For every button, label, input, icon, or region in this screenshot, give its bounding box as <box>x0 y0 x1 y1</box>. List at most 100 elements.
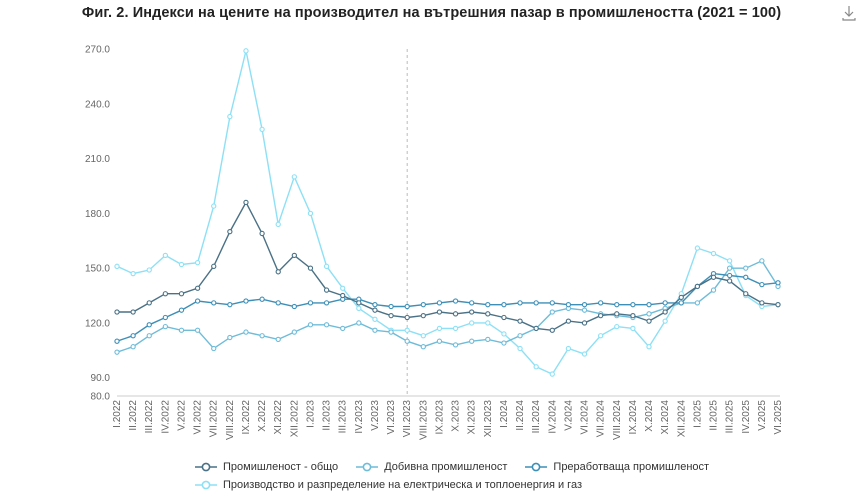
data-point[interactable] <box>726 272 733 279</box>
data-point[interactable] <box>162 291 169 297</box>
data-point[interactable] <box>549 309 555 315</box>
legend-item[interactable]: Преработваща промишленост <box>525 461 709 473</box>
data-point[interactable] <box>646 344 652 350</box>
data-point[interactable] <box>694 283 701 290</box>
legend-item[interactable]: Производство и разпределение на електрич… <box>195 479 582 491</box>
data-point[interactable] <box>178 291 185 297</box>
data-point[interactable] <box>243 329 249 335</box>
data-point[interactable] <box>614 302 620 308</box>
data-point[interactable] <box>194 260 201 266</box>
data-point[interactable] <box>452 311 459 317</box>
data-point[interactable] <box>517 300 523 306</box>
data-point[interactable] <box>114 349 120 355</box>
data-point[interactable] <box>565 345 572 352</box>
data-point[interactable] <box>275 336 281 343</box>
data-point[interactable] <box>323 322 330 328</box>
data-point[interactable] <box>388 312 394 319</box>
data-point[interactable] <box>420 344 426 350</box>
data-point[interactable] <box>275 221 281 227</box>
data-point[interactable] <box>146 267 152 273</box>
data-point[interactable] <box>759 281 765 288</box>
legend-item[interactable]: Добивна промишленост <box>356 461 507 473</box>
data-point[interactable] <box>598 312 604 319</box>
data-point[interactable] <box>581 351 588 357</box>
data-point[interactable] <box>323 263 330 269</box>
data-point[interactable] <box>178 307 185 313</box>
data-point[interactable] <box>291 174 297 180</box>
data-point[interactable] <box>469 320 475 326</box>
data-point[interactable] <box>130 333 136 339</box>
data-point[interactable] <box>114 338 120 344</box>
data-point[interactable] <box>614 323 620 330</box>
data-point[interactable] <box>598 300 604 306</box>
data-point[interactable] <box>436 338 443 344</box>
data-point[interactable] <box>275 269 281 275</box>
legend-item[interactable]: Промишленост - общо <box>195 461 338 473</box>
data-point[interactable] <box>356 300 362 306</box>
data-point[interactable] <box>726 258 733 264</box>
data-point[interactable] <box>307 300 314 306</box>
data-point[interactable] <box>227 334 233 341</box>
data-point[interactable] <box>662 300 668 306</box>
data-point[interactable] <box>291 303 297 310</box>
data-point[interactable] <box>549 371 555 377</box>
data-point[interactable] <box>404 338 410 344</box>
data-point[interactable] <box>678 294 684 301</box>
data-point[interactable] <box>404 314 410 321</box>
data-point[interactable] <box>291 329 297 335</box>
data-point[interactable] <box>485 311 491 317</box>
data-point[interactable] <box>211 300 217 306</box>
data-point[interactable] <box>726 265 733 271</box>
data-point[interactable] <box>372 327 378 333</box>
data-point[interactable] <box>146 322 152 328</box>
data-point[interactable] <box>227 228 233 235</box>
data-point[interactable] <box>533 300 539 306</box>
data-point[interactable] <box>146 333 152 339</box>
data-point[interactable] <box>710 250 717 257</box>
data-point[interactable] <box>662 309 668 315</box>
data-point[interactable] <box>259 230 265 237</box>
data-point[interactable] <box>130 270 136 277</box>
data-point[interactable] <box>146 300 152 306</box>
data-point[interactable] <box>501 340 507 346</box>
data-point[interactable] <box>598 333 604 339</box>
data-point[interactable] <box>581 320 588 326</box>
data-point[interactable] <box>726 278 733 284</box>
data-point[interactable] <box>436 309 443 315</box>
data-point[interactable] <box>372 316 378 322</box>
data-point[interactable] <box>178 327 185 333</box>
data-point[interactable] <box>775 280 781 286</box>
data-point[interactable] <box>259 296 265 302</box>
data-point[interactable] <box>469 300 475 306</box>
data-point[interactable] <box>678 300 684 306</box>
data-point[interactable] <box>323 287 330 293</box>
data-point[interactable] <box>420 312 426 319</box>
data-point[interactable] <box>243 199 249 206</box>
data-point[interactable] <box>581 302 588 308</box>
data-point[interactable] <box>291 252 297 259</box>
data-point[interactable] <box>581 307 588 313</box>
data-point[interactable] <box>194 298 201 304</box>
data-point[interactable] <box>211 345 217 352</box>
data-point[interactable] <box>130 309 136 315</box>
data-point[interactable] <box>194 327 201 333</box>
data-point[interactable] <box>178 261 185 268</box>
data-point[interactable] <box>469 338 475 344</box>
data-point[interactable] <box>743 265 749 271</box>
data-point[interactable] <box>436 325 443 332</box>
data-point[interactable] <box>356 320 362 326</box>
data-point[interactable] <box>307 322 314 328</box>
data-point[interactable] <box>243 298 249 304</box>
data-point[interactable] <box>630 325 636 332</box>
data-point[interactable] <box>646 302 652 308</box>
data-point[interactable] <box>372 307 378 313</box>
data-point[interactable] <box>323 300 330 306</box>
data-point[interactable] <box>227 302 233 308</box>
data-point[interactable] <box>501 331 507 337</box>
data-point[interactable] <box>404 303 410 310</box>
data-point[interactable] <box>162 323 169 330</box>
data-point[interactable] <box>452 325 459 332</box>
data-point[interactable] <box>243 48 249 54</box>
data-point[interactable] <box>694 245 701 251</box>
data-point[interactable] <box>388 329 394 335</box>
